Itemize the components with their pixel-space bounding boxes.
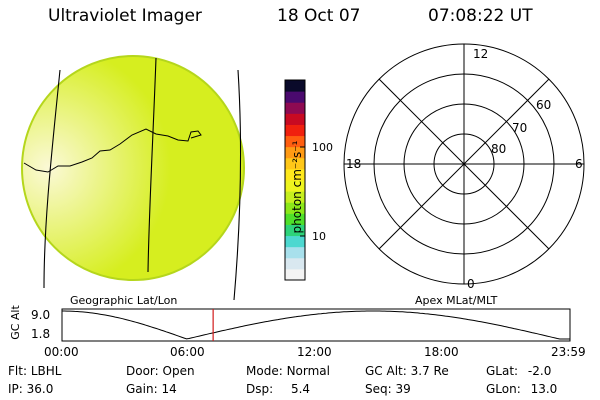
- mlt-label-0: 0: [467, 277, 475, 291]
- meridian-line: [233, 69, 242, 301]
- coastline: [23, 128, 202, 173]
- seq-info: Seq: 39: [365, 382, 411, 396]
- colorbar-segment: [285, 80, 305, 92]
- orbit-ytick-min: 1.8: [31, 327, 51, 341]
- glon-label: GLon:: [486, 382, 521, 396]
- geographic-grid: [43, 57, 242, 301]
- gc-altitude-info: GC Alt: 3.7 Re: [365, 364, 449, 378]
- orbit-xtick: 12:00: [297, 345, 332, 359]
- meridian-line: [147, 57, 157, 273]
- colorbar-segment: [285, 268, 305, 281]
- dsp-info: Dsp: 5.4: [246, 382, 310, 396]
- gc-altitude-value: 3.7 Re: [410, 364, 449, 378]
- gain-label: Gain:: [126, 382, 158, 396]
- orbit-xtick: 23:59: [551, 345, 586, 359]
- mode-label: Mode:: [246, 364, 283, 378]
- lat-label-80: 80: [491, 142, 507, 156]
- lat-label-70: 70: [512, 121, 528, 135]
- colorbar-frame: [284, 79, 306, 281]
- glon-info: GLon: 13.0: [486, 382, 557, 396]
- meridian-line: [43, 69, 61, 289]
- ip-label: IP:: [8, 382, 23, 396]
- orbit-xtick: 18:00: [424, 345, 459, 359]
- dsp-value: 5.4: [290, 382, 311, 396]
- gc-altitude-label: GC Alt:: [365, 364, 407, 378]
- filter-info: Flt: LBHL: [8, 364, 61, 378]
- colorbar-segment: [285, 202, 305, 214]
- colorbar-segment: [285, 257, 305, 270]
- mlt-diagonal: [378, 78, 550, 250]
- door-value: Open: [162, 364, 195, 378]
- colorbar-segment: [285, 168, 305, 181]
- colorbar-segment: [285, 124, 305, 137]
- colorbar-segment: [285, 224, 305, 237]
- colorbar-segment: [285, 91, 305, 103]
- colorbar-segment: [285, 102, 305, 114]
- seq-label: Seq:: [365, 382, 392, 396]
- colorbar-segment: [285, 113, 305, 125]
- observation-time: 07:08:22 UT: [428, 6, 533, 26]
- orbit-ytick-max: 9.0: [31, 308, 51, 322]
- orbit-axis-label: GC Alt: [8, 305, 22, 340]
- filter-label: Flt:: [8, 364, 27, 378]
- lat-label-60: 60: [536, 98, 552, 112]
- colorbar-segment: [285, 213, 305, 225]
- colorbar-segment: [285, 191, 305, 203]
- door-label: Door:: [126, 364, 159, 378]
- disk-limb: [21, 55, 245, 281]
- colorbar-segment: [285, 180, 305, 192]
- glat-value: -2.0: [527, 364, 552, 378]
- dayside-glow: [22, 56, 244, 280]
- colorbar-segment: [285, 157, 305, 170]
- glat-label: GLat:: [486, 364, 519, 378]
- orbit-plot-frame: [61, 308, 571, 342]
- glon-value: 13.0: [530, 382, 558, 396]
- mode-value: Normal: [286, 364, 330, 378]
- altitude-curve: [62, 310, 570, 340]
- glat-info: GLat: -2.0: [486, 364, 551, 378]
- mlt-label-12: 12: [473, 47, 489, 61]
- instrument-title: Ultraviolet Imager: [48, 6, 202, 26]
- dsp-label: Dsp:: [246, 382, 274, 396]
- apex-panel-label: Apex MLat/MLT: [415, 294, 498, 307]
- filter-value: LBHL: [30, 364, 62, 378]
- door-info: Door: Open: [126, 364, 195, 378]
- ip-value: 36.0: [26, 382, 54, 396]
- gain-info: Gain: 14: [126, 382, 177, 396]
- mlt-label-18: 18: [346, 157, 362, 171]
- observation-date: 18 Oct 07: [277, 6, 361, 26]
- orbit-xtick: 06:00: [170, 345, 205, 359]
- colorbar-segment: [285, 135, 305, 148]
- ip-info: IP: 36.0: [8, 382, 53, 396]
- seq-value: 39: [395, 382, 411, 396]
- colorbar-segment: [285, 235, 305, 248]
- colorbar-tick-label: 100: [312, 141, 333, 154]
- geographic-panel-label: Geographic Lat/Lon: [70, 294, 178, 307]
- mlt-label-6: 6: [575, 157, 583, 171]
- gain-value: 14: [161, 382, 177, 396]
- colorbar-segment: [285, 146, 305, 159]
- orbit-xtick: 00:00: [44, 345, 79, 359]
- colorbar-tick-label: 10: [312, 230, 326, 243]
- mode-info: Mode: Normal: [246, 364, 330, 378]
- colorbar-segment: [285, 246, 305, 259]
